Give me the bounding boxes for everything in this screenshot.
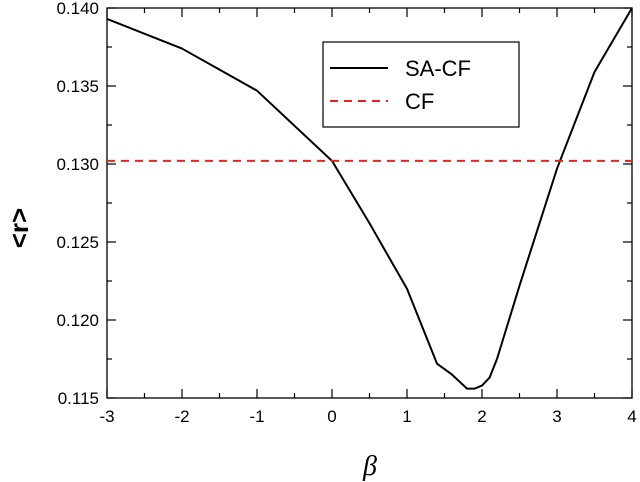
x-tick-label: 2 [477,407,486,426]
y-tick-label: 0.115 [58,389,99,408]
x-tick-label: 1 [402,407,411,426]
y-axis-label: <r> [4,208,34,249]
legend-label-sa-cf: SA-CF [405,56,471,81]
y-tick-label: 0.120 [56,311,99,330]
x-axis-label: β [362,451,377,482]
series-line-sa-cf [106,7,633,390]
series-layer [106,7,633,390]
y-tick-label: 0.130 [56,155,99,174]
y-tick-label: 0.125 [56,233,99,252]
legend: SA-CF CF [322,41,520,128]
y-tick-label: 0.140 [56,0,99,18]
x-tick-label: -1 [249,407,264,426]
x-tick-labels: -3 -2 -1 0 1 2 3 4 [99,407,636,426]
x-tick-label: 3 [552,407,561,426]
y-tick-labels: 0.115 0.120 0.125 0.130 0.135 0.140 [56,0,99,408]
x-tick-label: 0 [327,407,336,426]
axis-ticks [106,7,633,399]
legend-label-cf: CF [405,89,434,114]
x-tick-label: -3 [99,407,114,426]
x-tick-label: -2 [174,407,189,426]
x-tick-label: 4 [627,407,636,426]
y-tick-label: 0.135 [56,77,99,96]
legend-box [322,41,520,128]
